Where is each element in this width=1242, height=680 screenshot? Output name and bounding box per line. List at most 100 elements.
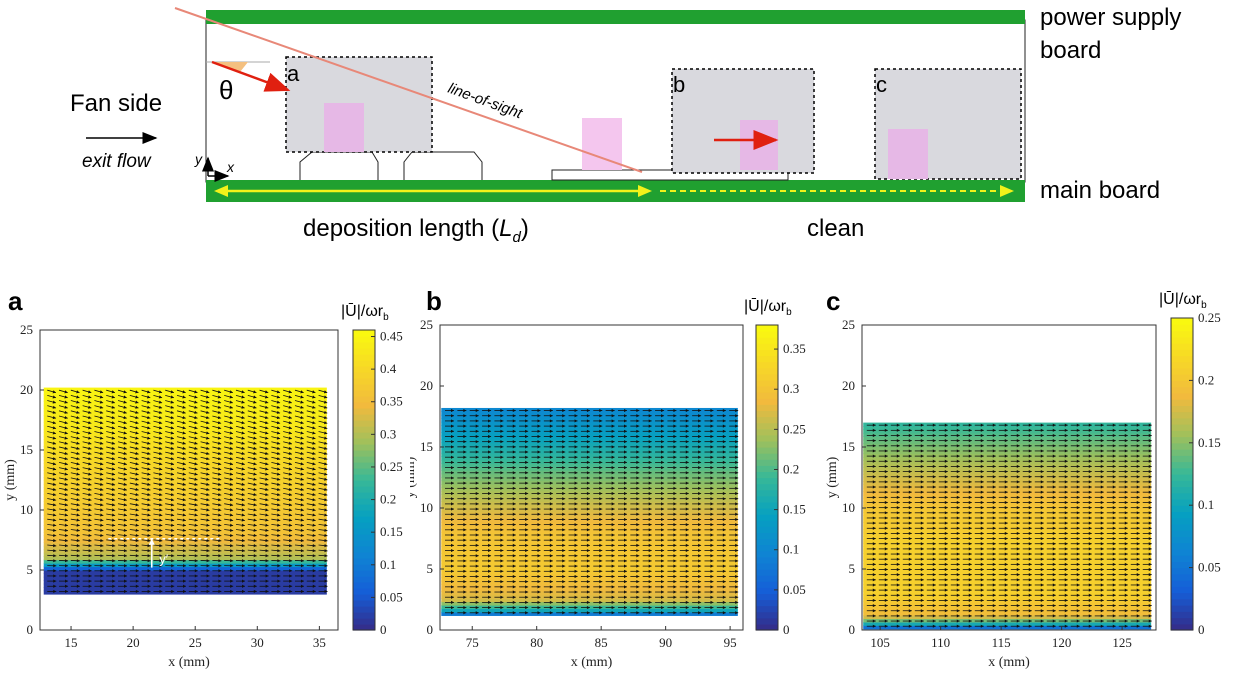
- vector-arrowhead: [562, 564, 566, 568]
- vector-arrowhead: [549, 429, 553, 433]
- vector-arrowhead: [99, 395, 104, 399]
- field-band: [43, 563, 327, 568]
- vector-arrowhead: [525, 517, 529, 522]
- vector-arrowhead: [685, 434, 689, 439]
- vector-arrowhead: [710, 408, 714, 413]
- vector-arrowhead: [158, 405, 163, 409]
- vector-arrowhead: [323, 431, 328, 435]
- vector-arrowhead: [135, 508, 139, 512]
- vector-arrowhead: [76, 564, 80, 568]
- vector-arrowhead: [710, 440, 714, 444]
- vector-arrowhead: [123, 421, 127, 425]
- vector-arrowhead: [123, 477, 127, 481]
- vector-arrowhead: [111, 482, 116, 486]
- vector-arrowhead: [1016, 562, 1020, 566]
- vector-arrowhead: [463, 450, 467, 454]
- vector-arrowhead: [76, 421, 80, 425]
- vector-arrowhead: [300, 415, 304, 420]
- vector-arrowhead: [562, 419, 566, 423]
- vector-arrowhead: [623, 548, 627, 553]
- field-band: [863, 522, 1152, 527]
- vector-arrowhead: [52, 410, 56, 414]
- vector-arrowhead: [123, 400, 127, 404]
- vector-arrowhead: [525, 455, 529, 459]
- vector-arrowhead: [636, 512, 640, 516]
- vector-arrowhead: [562, 414, 566, 418]
- vector-arrowhead: [549, 450, 553, 454]
- vector-arrowhead: [64, 487, 68, 492]
- vector-arrowhead: [170, 390, 174, 394]
- vector-arrowhead: [159, 538, 163, 543]
- colorbar-tick-label: 0.35: [380, 394, 403, 409]
- vector-arrowhead: [599, 502, 603, 506]
- vector-arrowhead: [549, 538, 553, 542]
- vector-arrowhead: [206, 498, 210, 502]
- vector-arrowhead: [217, 446, 222, 450]
- y-tick-label: 20: [420, 378, 433, 393]
- vector-arrowhead: [661, 434, 665, 439]
- vector-arrowhead: [525, 471, 529, 475]
- vector-arrowhead: [623, 533, 627, 537]
- vector-arrowhead: [135, 482, 139, 486]
- vector-arrowhead: [450, 611, 454, 615]
- vector-arrowhead: [872, 619, 876, 623]
- vector-arrowhead: [574, 481, 578, 485]
- vector-arrowhead: [288, 487, 292, 492]
- colorbar-segment: [756, 422, 778, 430]
- vector-arrowhead: [661, 408, 665, 413]
- vector-arrowhead: [241, 390, 245, 394]
- vector-arrowhead: [217, 395, 222, 399]
- vector-arrowhead: [123, 498, 127, 502]
- vector-arrowhead: [872, 552, 876, 556]
- field-band: [441, 522, 738, 527]
- vector-arrowhead: [735, 408, 739, 413]
- vector-arrowhead: [537, 574, 541, 579]
- vector-arrowhead: [277, 523, 281, 527]
- vector-arrowhead: [611, 580, 615, 584]
- vector-arrowhead: [992, 609, 996, 613]
- vector-arrowhead: [574, 580, 578, 584]
- vector-arrowhead: [488, 486, 492, 490]
- vector-arrowhead: [586, 585, 590, 589]
- vector-arrowhead: [1136, 609, 1140, 613]
- vector-arrowhead: [611, 517, 615, 522]
- vector-arrowhead: [661, 554, 665, 558]
- vector-arrowhead: [698, 486, 702, 490]
- vector-arrowhead: [276, 421, 281, 425]
- vector-arrowhead: [500, 569, 504, 573]
- vector-arrowhead: [685, 574, 689, 579]
- vector-arrowhead: [586, 554, 590, 558]
- vector-arrowhead: [710, 476, 714, 480]
- vector-arrowhead: [648, 424, 652, 428]
- vector-arrowhead: [182, 462, 186, 466]
- vector-arrowhead: [562, 523, 566, 527]
- vector-arrowhead: [253, 482, 257, 486]
- vector-arrowhead: [722, 476, 726, 480]
- vector-arrowhead: [661, 611, 665, 615]
- vector-arrowhead: [76, 400, 80, 404]
- vector-arrowhead: [76, 523, 80, 527]
- vector-arrowhead: [1124, 598, 1128, 603]
- vector-arrowhead: [685, 559, 689, 563]
- vector-arrowhead: [549, 569, 553, 573]
- vector-arrowhead: [599, 543, 603, 547]
- vector-arrowhead: [648, 491, 652, 496]
- vector-arrowhead: [1112, 567, 1116, 572]
- vector-arrowhead: [599, 605, 603, 610]
- vector-arrowhead: [312, 431, 316, 435]
- vector-arrowhead: [463, 408, 467, 413]
- field-band: [863, 580, 1152, 585]
- field-band: [863, 456, 1152, 461]
- y-tick-label: 25: [20, 322, 33, 337]
- vector-arrowhead: [537, 543, 541, 547]
- vector-arrowhead: [475, 595, 479, 599]
- vector-arrowhead: [123, 431, 127, 435]
- vector-arrowhead: [182, 421, 186, 425]
- vector-arrowhead: [968, 567, 972, 572]
- vector-arrowhead: [500, 429, 504, 433]
- vector-arrowhead: [123, 533, 127, 537]
- vector-arrowhead: [206, 487, 210, 492]
- vector-arrowhead: [661, 543, 665, 547]
- vector-arrowhead: [450, 600, 454, 604]
- vector-arrowhead: [76, 436, 80, 440]
